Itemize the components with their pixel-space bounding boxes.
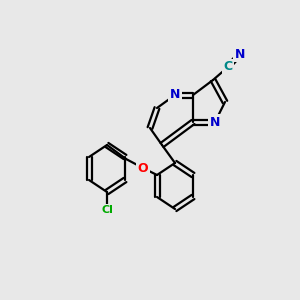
Text: N: N <box>210 116 220 128</box>
Text: N: N <box>235 47 245 61</box>
Text: O: O <box>138 161 148 175</box>
Text: Cl: Cl <box>101 205 113 215</box>
Text: C: C <box>224 61 232 74</box>
Text: N: N <box>170 88 180 101</box>
